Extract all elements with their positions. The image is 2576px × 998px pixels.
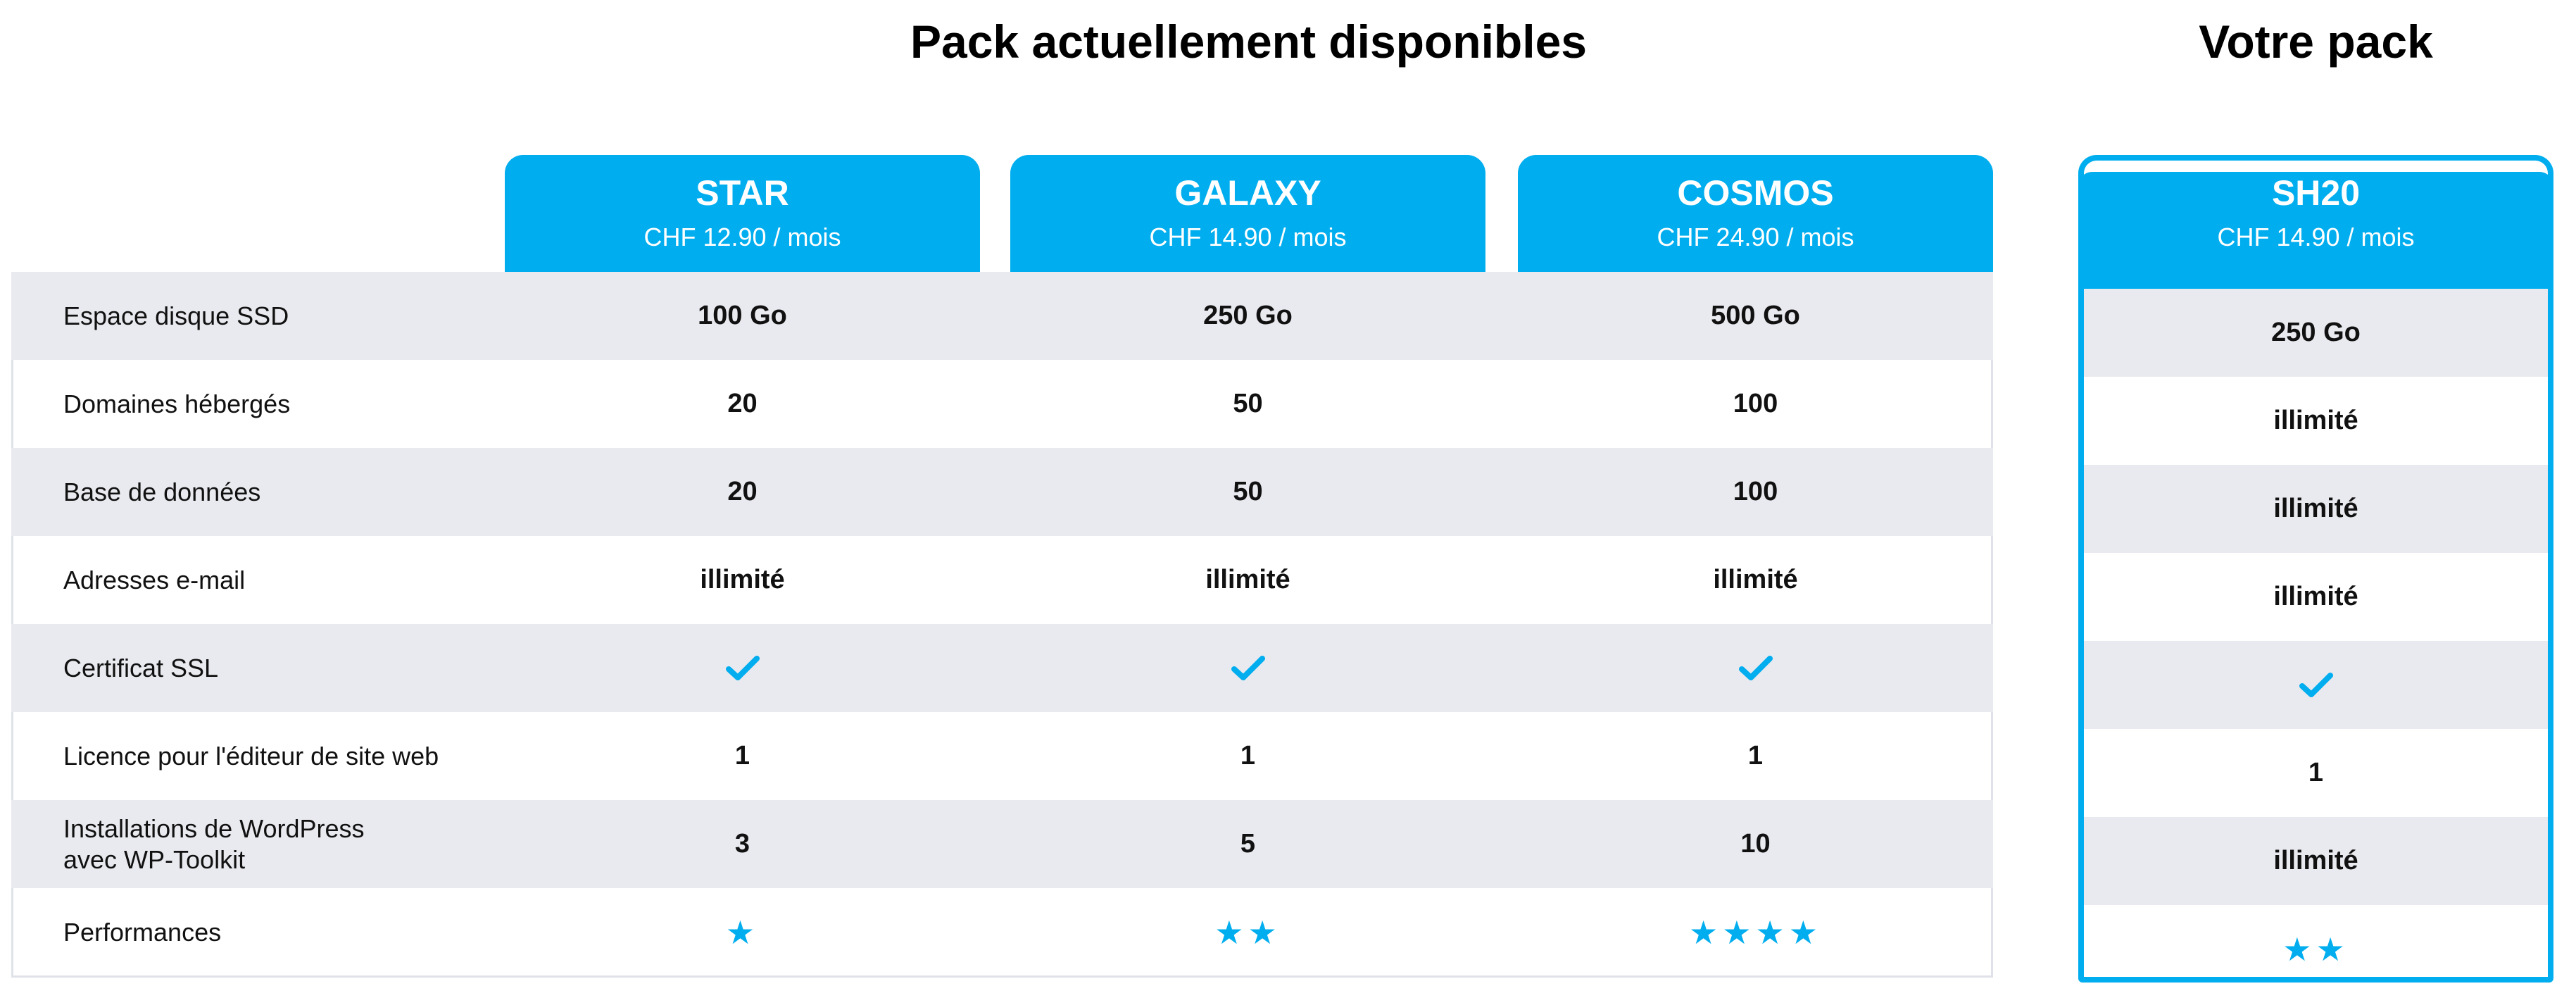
plan-price: CHF 24.90 / mois [1657, 223, 1854, 251]
feature-label: Domaines hébergés [63, 360, 500, 448]
check-icon [725, 655, 760, 682]
feature-value: 1 [1240, 741, 1256, 771]
feature-label-text: Base de données [63, 477, 261, 506]
current-feature-value: 250 Go [2271, 318, 2361, 347]
plans-header-row: STAR CHF 12.90 / mois GALAXY CHF 14.90 /… [11, 155, 1993, 272]
current-feature-row: illimité [2084, 553, 2548, 641]
feature-value: 1 [1747, 741, 1764, 771]
feature-row: Installations de WordPress avec WP-Toolk… [11, 800, 1993, 888]
current-feature-row [2084, 641, 2548, 729]
check-icon [1231, 655, 1265, 682]
feature-label-text: Performances [63, 917, 222, 947]
plan-header-star: STAR CHF 12.90 / mois [505, 155, 980, 272]
feature-label-text: Installations de WordPress avec WP-Toolk… [63, 813, 365, 874]
plan-price: CHF 12.90 / mois [643, 223, 841, 251]
star-rating: ★ [725, 913, 760, 952]
current-feature-value [2084, 641, 2548, 729]
table-bottom-border [11, 975, 1993, 978]
feature-label: Installations de WordPress avec WP-Toolk… [63, 800, 500, 888]
current-feature-value: ★★ [2084, 905, 2548, 977]
feature-label-text: Certificat SSL [63, 653, 219, 682]
feature-row: Base de données 20 50 100 [11, 448, 1993, 536]
feature-value: 500 Go [1711, 301, 1800, 330]
current-feature-row: 250 Go [2084, 289, 2548, 377]
feature-label-text: Domaines hébergés [63, 389, 291, 418]
feature-value: ★★ [1010, 888, 1485, 976]
star-rating: ★★ [2282, 930, 2349, 968]
feature-label-text: Espace disque SSD [63, 301, 289, 330]
feature-value: 100 [1733, 477, 1778, 506]
feature-value [505, 624, 980, 712]
feature-row: Adresses e-mail illimité illimité illimité [11, 536, 1993, 624]
current-feature-row: illimité [2084, 465, 2548, 553]
current-feature-rows: 250 Go illimité illimité illimité 1 illimité ★… [2084, 289, 2548, 977]
feature-value: 10 [1740, 829, 1771, 859]
feature-row: Performances ★ ★★ ★★★★ [11, 888, 1993, 976]
current-feature-value: illimité [2273, 494, 2358, 523]
plan-header-galaxy: GALAXY CHF 14.90 / mois [1010, 155, 1485, 272]
feature-value: illimité [700, 565, 785, 594]
check-icon [2299, 672, 2333, 699]
feature-value: 1 [734, 741, 750, 771]
feature-label: Certificat SSL [63, 624, 500, 712]
feature-label-text: Licence pour l'éditeur de site web [63, 741, 439, 771]
feature-row: Domaines hébergés 20 50 100 [11, 360, 1993, 448]
plan-name: SH20 [2271, 173, 2361, 213]
plan-header-current: SH20 CHF 14.90 / mois [2084, 172, 2548, 289]
plan-name: COSMOS [1677, 173, 1834, 213]
feature-value [1518, 624, 1993, 712]
star-rating: ★★★★ [1689, 913, 1822, 952]
feature-label: Adresses e-mail [63, 536, 500, 624]
current-feature-row: illimité [2084, 817, 2548, 905]
feature-value: 250 Go [1203, 301, 1293, 330]
current-feature-value: illimité [2273, 406, 2358, 435]
feature-value: 20 [727, 389, 758, 418]
feature-row: Certificat SSL [11, 624, 1993, 712]
feature-label: Performances [63, 888, 500, 976]
star-rating: ★★ [1214, 913, 1281, 952]
feature-label: Espace disque SSD [63, 272, 500, 360]
feature-value: illimité [1205, 565, 1290, 594]
current-feature-value: illimité [2273, 846, 2358, 875]
feature-label: Base de données [63, 448, 500, 536]
feature-value: 100 [1733, 389, 1778, 418]
feature-label: Licence pour l'éditeur de site web [63, 712, 500, 800]
current-feature-value: illimité [2273, 582, 2358, 611]
feature-label-text: Adresses e-mail [63, 565, 246, 594]
plan-price: CHF 14.90 / mois [2217, 223, 2415, 251]
feature-value: 3 [734, 829, 750, 859]
feature-value: 5 [1240, 829, 1256, 859]
feature-value: 50 [1233, 389, 1263, 418]
your-pack-heading: Votre pack [2199, 15, 2433, 68]
plan-name: STAR [696, 173, 789, 213]
check-icon [1738, 655, 1773, 682]
plan-header-cosmos: COSMOS CHF 24.90 / mois [1518, 155, 1993, 272]
feature-value [1010, 624, 1485, 712]
feature-rows: Espace disque SSD 100 Go 250 Go 500 Go Domai… [11, 272, 1993, 976]
plans-comparison-table: STAR CHF 12.90 / mois GALAXY CHF 14.90 /… [11, 155, 1993, 978]
feature-value: ★★★★ [1518, 888, 1993, 976]
feature-value: 20 [727, 477, 758, 506]
feature-value: illimité [1713, 565, 1798, 594]
current-feature-row: ★★ [2084, 905, 2548, 977]
feature-row: Licence pour l'éditeur de site web 1 1 1 [11, 712, 1993, 800]
feature-row: Espace disque SSD 100 Go 250 Go 500 Go [11, 272, 1993, 360]
feature-value: ★ [505, 888, 980, 976]
available-packs-heading: Pack actuellement disponibles [910, 15, 1587, 68]
current-pack-panel: SH20 CHF 14.90 / mois 250 Go illimité illi… [2078, 155, 2553, 983]
current-feature-value: 1 [2308, 758, 2324, 787]
plan-price: CHF 14.90 / mois [1149, 223, 1347, 251]
current-feature-row: illimité [2084, 377, 2548, 465]
plan-name: GALAXY [1174, 173, 1321, 213]
feature-value: 100 Go [698, 301, 787, 330]
current-feature-row: 1 [2084, 729, 2548, 817]
feature-value: 50 [1233, 477, 1263, 506]
